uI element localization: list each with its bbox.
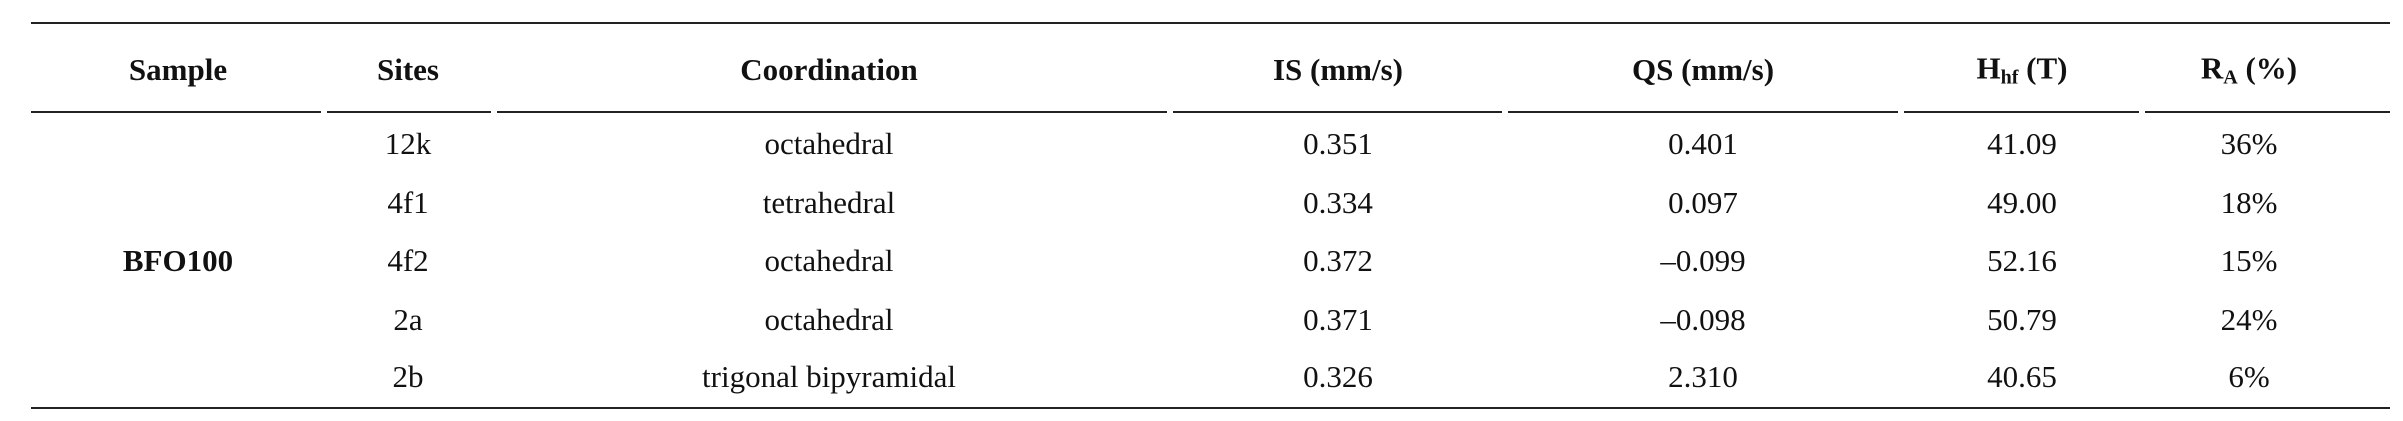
header-text: QS (mm/s) [1631, 52, 1775, 87]
table-cell: 40.65 [1987, 359, 2057, 394]
table-cell: octahedral [764, 302, 894, 337]
header-rule [1904, 111, 2139, 113]
table-cell: 52.16 [1987, 243, 2057, 278]
table-cell: 24% [2220, 302, 2278, 337]
table-cell: 0.371 [1303, 302, 1373, 337]
header-cell: IS (mm/s) [1273, 52, 1403, 88]
header-text: Coordination [740, 52, 918, 87]
table-cell: 4f1 [387, 185, 429, 220]
table-cell: 0.351 [1303, 126, 1373, 161]
top-rule [31, 22, 2390, 24]
table-cell: 0.334 [1303, 185, 1373, 220]
table-cell: 0.372 [1303, 243, 1373, 278]
header-cell: RA (%) [2201, 51, 2297, 90]
table-cell: tetrahedral [762, 185, 896, 220]
header-text: Sample [128, 52, 228, 87]
table-cell: 0.097 [1668, 185, 1738, 220]
header-rule [1173, 111, 1502, 113]
header-cell: Hhf (T) [1977, 51, 2068, 90]
table-cell: octahedral [764, 243, 894, 278]
header-cell: Sites [377, 52, 439, 88]
table-cell: –0.098 [1660, 302, 1746, 337]
table-cell: 41.09 [1987, 126, 2057, 161]
table-cell: 0.401 [1668, 126, 1738, 161]
header-rule [497, 111, 1167, 113]
header-cell: Coordination [740, 52, 917, 88]
table-cell: 15% [2220, 243, 2278, 278]
header-text: IS (mm/s) [1272, 52, 1404, 87]
table-cell: 2.310 [1668, 359, 1738, 394]
bottom-rule [31, 407, 2390, 409]
header-rule [1508, 111, 1898, 113]
header-cell: QS (mm/s) [1632, 52, 1774, 88]
header-text: Sites [377, 52, 439, 87]
table-cell: 6% [2228, 359, 2270, 394]
table-cell: 2b [392, 359, 424, 394]
sample-name: BFO100 [122, 242, 234, 278]
header-unit: (T) [2018, 50, 2068, 86]
table-cell: 2a [393, 302, 423, 337]
table-cell: 18% [2220, 185, 2278, 220]
table-cell: 50.79 [1987, 302, 2057, 337]
header-subscript: hf [2000, 66, 2019, 89]
table-cell: –0.099 [1660, 243, 1746, 278]
header-cell: Sample [129, 52, 227, 88]
header-rule [31, 111, 321, 113]
header-rule [2145, 111, 2390, 113]
table-cell: 4f2 [387, 243, 429, 278]
table-cell: 36% [2220, 126, 2278, 161]
table-cell: 49.00 [1987, 185, 2057, 220]
table-cell: 0.326 [1303, 359, 1373, 394]
header-rule [327, 111, 491, 113]
table-cell: 12k [384, 126, 432, 161]
header-text: H [1976, 50, 2001, 86]
header-text: R [2200, 50, 2224, 86]
table-cell: octahedral [764, 126, 894, 161]
header-unit: (%) [2237, 50, 2298, 86]
header-subscript: A [2223, 66, 2238, 89]
table-cell: trigonal bipyramidal [702, 359, 956, 394]
